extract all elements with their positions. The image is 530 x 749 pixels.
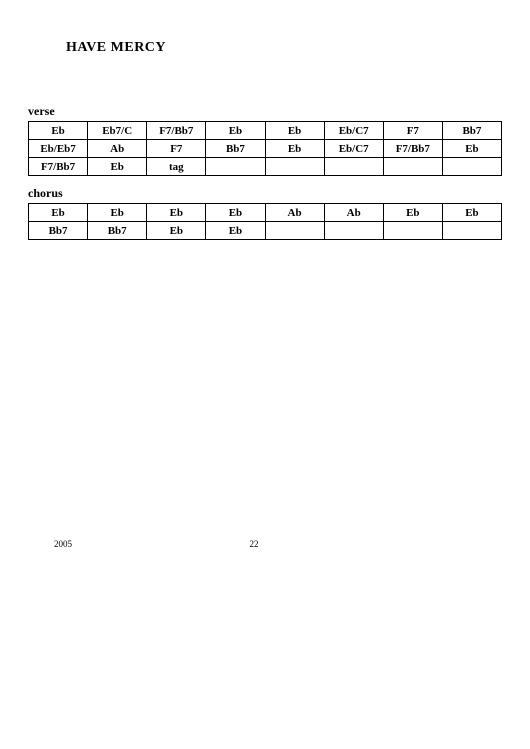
verse-table: Eb Eb7/C F7/Bb7 Eb Eb Eb/C7 F7 Bb7 Eb/Eb… (28, 121, 502, 176)
chord-cell: Eb (147, 222, 206, 240)
chord-cell: Eb/C7 (324, 140, 383, 158)
chorus-section: chorus Eb Eb Eb Eb Ab Ab Eb Eb Bb7 Bb7 E… (28, 186, 502, 240)
table-row: F7/Bb7 Eb tag (29, 158, 502, 176)
chord-cell: F7/Bb7 (147, 122, 206, 140)
chord-cell: Eb/C7 (324, 122, 383, 140)
chord-cell: Eb (29, 122, 88, 140)
chord-cell: Eb (383, 204, 442, 222)
chord-cell: F7/Bb7 (383, 140, 442, 158)
chord-cell: Bb7 (442, 122, 501, 140)
chord-cell: Eb (265, 122, 324, 140)
chorus-label: chorus (28, 186, 502, 201)
chord-cell: tag (147, 158, 206, 176)
table-row: Eb Eb7/C F7/Bb7 Eb Eb Eb/C7 F7 Bb7 (29, 122, 502, 140)
chord-cell: Eb (206, 122, 265, 140)
chord-cell (324, 222, 383, 240)
chord-cell: Eb (88, 204, 147, 222)
chord-cell: F7/Bb7 (29, 158, 88, 176)
chord-cell: Ab (324, 204, 383, 222)
table-row: Eb/Eb7 Ab F7 Bb7 Eb Eb/C7 F7/Bb7 Eb (29, 140, 502, 158)
chord-cell: Eb (88, 158, 147, 176)
verse-section: verse Eb Eb7/C F7/Bb7 Eb Eb Eb/C7 F7 Bb7… (28, 104, 502, 176)
chord-cell: Ab (265, 204, 324, 222)
chord-cell: Eb (206, 222, 265, 240)
chord-cell: Ab (88, 140, 147, 158)
chord-cell (442, 222, 501, 240)
table-row: Eb Eb Eb Eb Ab Ab Eb Eb (29, 204, 502, 222)
chord-cell: Bb7 (206, 140, 265, 158)
chord-cell (265, 158, 324, 176)
chord-cell (383, 222, 442, 240)
chord-cell: Eb/Eb7 (29, 140, 88, 158)
chorus-table: Eb Eb Eb Eb Ab Ab Eb Eb Bb7 Bb7 Eb Eb (28, 203, 502, 240)
verse-label: verse (28, 104, 502, 119)
chord-cell: Eb (147, 204, 206, 222)
chord-cell (383, 158, 442, 176)
chord-cell: Bb7 (88, 222, 147, 240)
chord-cell: F7 (147, 140, 206, 158)
page-title: HAVE MERCY (66, 40, 502, 56)
footer-page-number: 22 (250, 539, 259, 549)
chord-cell: F7 (383, 122, 442, 140)
chord-cell (265, 222, 324, 240)
chord-cell: Eb7/C (88, 122, 147, 140)
chord-cell (442, 158, 501, 176)
chord-cell: Eb (265, 140, 324, 158)
chord-cell: Bb7 (29, 222, 88, 240)
chord-cell: Eb (442, 140, 501, 158)
chord-cell: Eb (442, 204, 501, 222)
footer-year: 2005 (54, 539, 72, 549)
chord-cell: Eb (29, 204, 88, 222)
footer: 2005 22 (54, 539, 454, 549)
table-row: Bb7 Bb7 Eb Eb (29, 222, 502, 240)
chord-cell (206, 158, 265, 176)
chord-cell: Eb (206, 204, 265, 222)
chord-cell (324, 158, 383, 176)
